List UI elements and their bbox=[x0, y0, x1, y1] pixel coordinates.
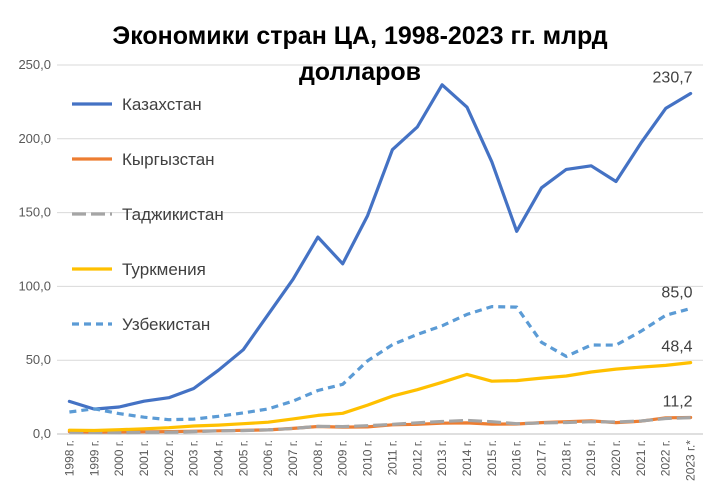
x-tick-label: 2022 г. bbox=[659, 440, 673, 476]
x-tick-label: 2016 г. bbox=[510, 440, 524, 476]
x-tick-label: 2002 г. bbox=[162, 440, 176, 476]
series-lines bbox=[67, 83, 693, 435]
y-tick-label: 0,0 bbox=[33, 426, 51, 441]
series-line-3 bbox=[69, 416, 691, 435]
x-axis-ticks: 1998 г. 1999 г. 2000 г. 2001 г. 2002 г. 2003 … bbox=[62, 440, 697, 481]
series-line-1 bbox=[67, 83, 693, 411]
x-tick-label: 2004 г. bbox=[212, 440, 226, 476]
y-axis-ticks: 0,0 50,0 100,0 150,0 200,0 250,0 bbox=[18, 57, 51, 441]
chart-title-line-1: Экономики стран ЦА, 1998-2023 гг. млрд bbox=[112, 22, 607, 50]
x-tick-label: 2018 г. bbox=[559, 440, 573, 476]
x-tick-label: 2005 г. bbox=[236, 440, 250, 476]
x-tick-label: 2019 г. bbox=[584, 440, 598, 476]
x-tick-label: 2007 г. bbox=[286, 440, 300, 476]
series-line-4 bbox=[67, 361, 693, 433]
x-tick-label: 2021 г. bbox=[634, 440, 648, 476]
y-tick-label: 100,0 bbox=[18, 278, 51, 293]
series-line-5 bbox=[69, 305, 692, 422]
legend-label: Туркмения bbox=[122, 260, 206, 279]
x-tick-label: 1999 г. bbox=[87, 440, 101, 476]
y-tick-label: 200,0 bbox=[18, 131, 51, 146]
data-label: 11,2 bbox=[663, 393, 693, 410]
y-tick-label: 250,0 bbox=[18, 57, 51, 72]
data-label: 48,4 bbox=[661, 339, 692, 356]
x-tick-label: 2011 г. bbox=[385, 440, 399, 475]
y-tick-label: 150,0 bbox=[18, 205, 51, 220]
x-tick-label: 2013 г. bbox=[435, 440, 449, 476]
x-tick-label: 2008 г. bbox=[311, 440, 325, 476]
x-tick-label: 2000 г. bbox=[112, 440, 126, 476]
x-tick-label: 2010 г. bbox=[361, 440, 375, 476]
x-tick-label: 2017 г. bbox=[535, 440, 549, 476]
data-label: 85,0 bbox=[661, 285, 692, 302]
legend-label: Казахстан bbox=[122, 95, 202, 114]
data-labels: 230,7 11,2 48,4 85,0 bbox=[653, 69, 693, 410]
x-tick-label: 2023 г.* bbox=[684, 440, 698, 481]
x-tick-label: 2001 г. bbox=[137, 440, 151, 476]
legend: Казахстан Кыргызстан Таджикистан Туркмения У… bbox=[72, 95, 224, 334]
x-tick-label: 2020 г. bbox=[609, 440, 623, 476]
legend-label: Узбекистан bbox=[122, 315, 210, 334]
x-tick-label: 2014 г. bbox=[460, 440, 474, 476]
legend-label: Таджикистан bbox=[122, 205, 224, 224]
x-tick-label: 2003 г. bbox=[187, 440, 201, 476]
gridlines bbox=[57, 64, 703, 435]
x-tick-label: 2006 г. bbox=[261, 440, 275, 476]
x-tick-label: 2009 г. bbox=[336, 440, 350, 476]
data-label: 230,7 bbox=[653, 69, 693, 86]
x-tick-label: 1998 г. bbox=[62, 440, 76, 476]
x-tick-label: 2012 г. bbox=[410, 440, 424, 476]
legend-label: Кыргызстан bbox=[122, 150, 215, 169]
y-tick-label: 50,0 bbox=[26, 352, 51, 367]
x-tick-label: 2015 г. bbox=[485, 440, 499, 476]
chart-title: Экономики стран ЦА, 1998-2023 гг. млрд д… bbox=[112, 22, 607, 86]
chart-title-line-2: долларов bbox=[299, 58, 421, 86]
